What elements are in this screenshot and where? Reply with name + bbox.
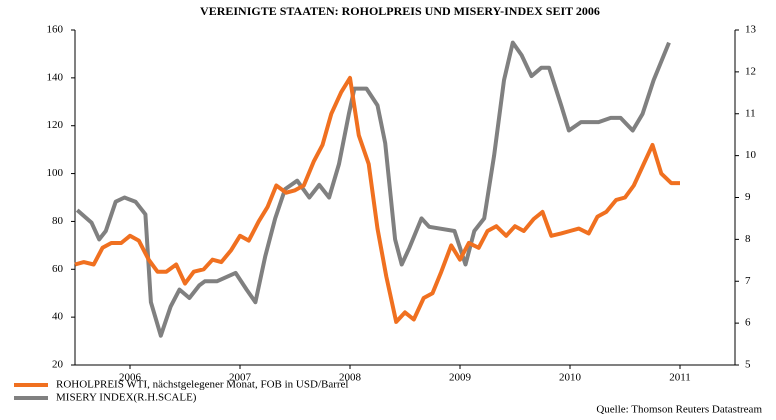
source: Quelle: Thomson Reuters Datastream <box>596 404 762 416</box>
series-line <box>75 40 671 338</box>
y-tick-label: 20 <box>52 359 64 371</box>
y2-tick-label: 5 <box>745 359 751 371</box>
y2-tick-label: 11 <box>745 107 756 119</box>
y2-tick-label: 6 <box>745 317 751 329</box>
x-tick-label: 2010 <box>559 372 582 384</box>
series-line <box>74 75 680 324</box>
legend-label: ROHOLPREIS WTI, nächstgelegener Monat, F… <box>56 379 348 391</box>
y2-tick-label: 9 <box>745 191 751 203</box>
x-tick-label: 2006 <box>119 372 142 384</box>
y-tick-label: 100 <box>47 167 64 179</box>
x-tick-label: 2007 <box>229 372 252 384</box>
y2-tick-label: 8 <box>745 233 751 245</box>
y2-tick-label: 7 <box>745 275 751 287</box>
y2-tick-label: 13 <box>745 24 757 36</box>
y-tick-label: 160 <box>47 24 64 36</box>
y-tick-label: 40 <box>52 311 64 323</box>
y-tick-label: 60 <box>52 263 64 275</box>
x-tick-label: 2008 <box>339 372 362 384</box>
y-tick-label: 120 <box>47 119 64 131</box>
y2-tick-label: 12 <box>745 65 756 77</box>
y-tick-label: 140 <box>47 71 64 83</box>
y-tick-label: 80 <box>52 215 64 227</box>
x-tick-label: 2011 <box>669 372 691 384</box>
y2-tick-label: 10 <box>745 149 757 161</box>
x-tick-label: 2009 <box>449 372 472 384</box>
legend-label: MISERY INDEX(R.H.SCALE) <box>56 392 197 404</box>
chart-title: VEREINIGTE STAATEN: ROHOLPREIS UND MISER… <box>200 4 600 18</box>
